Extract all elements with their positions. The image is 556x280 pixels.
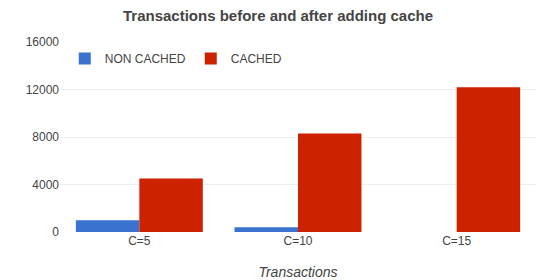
- svg-text:CACHED: CACHED: [231, 52, 282, 66]
- svg-text:C=15: C=15: [442, 234, 471, 248]
- svg-text:C=10: C=10: [283, 234, 312, 248]
- svg-text:4000: 4000: [32, 178, 59, 192]
- svg-text:Transactions: Transactions: [258, 264, 337, 280]
- svg-text:16000: 16000: [26, 35, 60, 49]
- svg-text:NON CACHED: NON CACHED: [105, 52, 186, 66]
- svg-text:0: 0: [52, 225, 59, 239]
- svg-text:12000: 12000: [26, 83, 60, 97]
- svg-text:8000: 8000: [32, 130, 59, 144]
- svg-text:Transactions before and after: Transactions before and after adding cac…: [123, 7, 433, 24]
- svg-text:C=5: C=5: [128, 234, 151, 248]
